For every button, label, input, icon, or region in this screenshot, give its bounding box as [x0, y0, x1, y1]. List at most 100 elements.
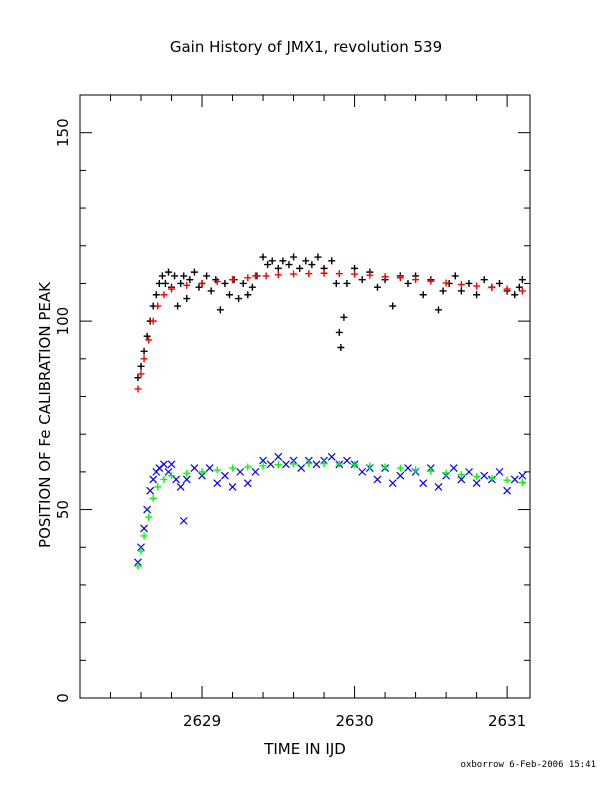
data-point	[143, 332, 151, 340]
data-point	[404, 464, 412, 473]
data-point	[396, 464, 404, 472]
data-point	[228, 483, 237, 491]
data-point	[160, 291, 168, 299]
data-point	[381, 273, 389, 281]
data-point	[164, 268, 172, 276]
data-point	[207, 287, 215, 295]
data-point	[343, 456, 351, 465]
axes-frame	[79, 94, 531, 699]
data-point	[221, 279, 229, 287]
data-point	[373, 283, 381, 291]
data-point	[419, 479, 428, 488]
data-point	[259, 462, 267, 470]
data-point	[168, 472, 176, 480]
data-point	[164, 467, 173, 476]
data-point	[259, 253, 267, 261]
data-point	[412, 276, 420, 284]
data-point	[134, 558, 142, 567]
data-point	[518, 478, 526, 486]
data-point	[412, 466, 420, 474]
data-point	[146, 486, 155, 495]
data-point	[510, 475, 519, 484]
data-point	[296, 264, 304, 272]
data-point	[515, 283, 523, 291]
data-point	[358, 276, 366, 284]
data-points	[134, 253, 527, 570]
data-point	[388, 479, 397, 488]
data-point	[503, 486, 512, 495]
data-point	[465, 467, 473, 476]
data-point	[154, 302, 162, 310]
axis-ticks: 0 50 100 150 2629 2630 2631	[54, 94, 530, 730]
data-point	[480, 276, 488, 284]
data-point	[366, 271, 374, 279]
data-point	[143, 505, 152, 514]
y-tick-label: 0	[54, 693, 72, 703]
data-point	[145, 336, 153, 344]
data-point	[332, 279, 340, 287]
data-point	[495, 279, 503, 287]
y-tick-label: 100	[54, 307, 72, 336]
data-point	[472, 479, 481, 488]
data-point	[404, 279, 412, 287]
data-point	[340, 313, 348, 321]
data-point	[248, 283, 256, 291]
data-point	[161, 279, 169, 287]
data-point	[488, 474, 496, 482]
data-point	[220, 471, 229, 480]
data-point	[140, 347, 148, 355]
data-point	[274, 461, 282, 469]
data-point	[396, 471, 405, 480]
x-tick-label: 2630	[335, 712, 373, 730]
data-point	[134, 374, 142, 382]
y-tick-label: 50	[54, 500, 72, 519]
data-point	[229, 276, 237, 284]
data-point	[518, 471, 527, 480]
data-point	[225, 291, 233, 299]
data-point	[179, 516, 188, 525]
data-point	[449, 464, 458, 473]
data-point	[457, 287, 465, 295]
data-point	[274, 452, 283, 461]
data-point	[195, 283, 203, 291]
data-point	[244, 274, 252, 282]
data-point	[203, 272, 211, 280]
data-point	[457, 471, 465, 479]
data-point	[503, 476, 511, 484]
x-tick-label: 2629	[183, 712, 221, 730]
data-point	[389, 302, 397, 310]
data-point	[396, 274, 404, 282]
data-point	[137, 547, 145, 555]
data-point	[134, 385, 142, 393]
data-point	[186, 276, 194, 284]
chart-title: Gain History of JMX1, revolution 539	[169, 38, 443, 56]
data-point	[473, 291, 481, 299]
data-point	[335, 270, 343, 278]
data-point	[457, 281, 465, 289]
data-point	[297, 464, 306, 473]
data-point	[373, 475, 382, 484]
data-point	[251, 467, 260, 476]
data-point	[335, 460, 343, 468]
data-point	[159, 460, 168, 469]
data-point	[442, 279, 450, 287]
data-point	[149, 475, 158, 484]
data-point	[172, 475, 181, 484]
data-point	[312, 460, 321, 469]
data-point	[155, 279, 163, 287]
data-point	[213, 278, 221, 286]
data-point	[149, 317, 157, 325]
data-point	[140, 532, 148, 540]
data-point	[473, 282, 481, 290]
data-point	[198, 468, 206, 476]
y-tick-label: 150	[54, 118, 72, 147]
data-point	[262, 272, 270, 280]
data-point	[266, 460, 275, 469]
data-point	[320, 269, 328, 277]
data-point	[168, 285, 176, 293]
data-point	[308, 261, 316, 269]
data-point	[183, 469, 191, 477]
data-point	[351, 270, 359, 278]
data-point	[158, 272, 166, 280]
